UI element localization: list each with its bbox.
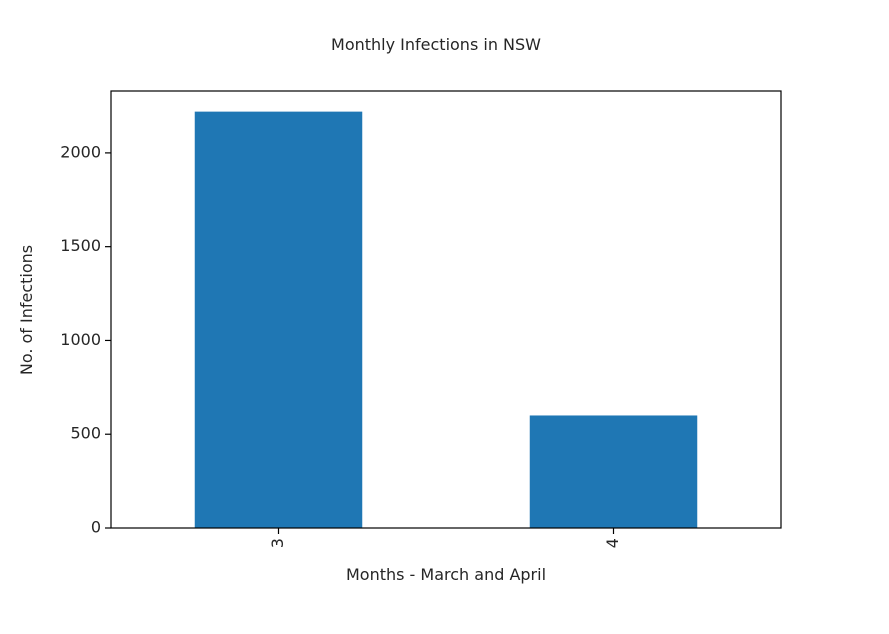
chart-title: Monthly Infections in NSW <box>331 35 541 54</box>
x-tick-label: 4 <box>603 538 622 548</box>
y-tick-label: 1000 <box>60 330 101 349</box>
plot-area-frame <box>110 90 782 529</box>
y-axis-label: No. of Infections <box>17 245 36 375</box>
y-tick-label: 2000 <box>60 142 101 161</box>
bars-group <box>194 111 698 528</box>
x-axis-label: Months - March and April <box>346 565 546 584</box>
bar-4 <box>529 415 698 528</box>
y-tick-label: 0 <box>91 518 101 537</box>
y-tick-label: 1500 <box>60 236 101 255</box>
y-tick-label: 500 <box>70 424 101 443</box>
bar-3 <box>194 111 363 528</box>
y-axis-ticks: 0 500 1000 1500 2000 <box>60 142 111 537</box>
x-tick-label: 3 <box>268 538 287 548</box>
